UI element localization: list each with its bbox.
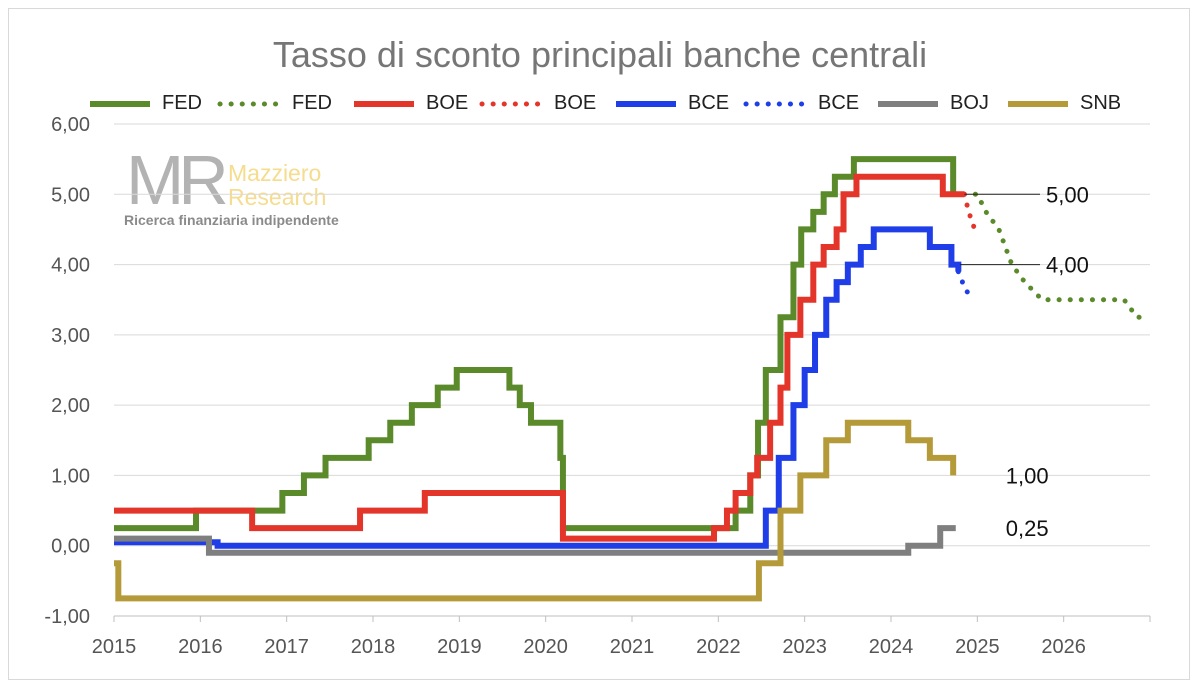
x-tick-label: 2016 <box>178 636 223 658</box>
legend-swatch <box>742 99 810 109</box>
legend-label: BOE <box>426 92 469 114</box>
legend-label: BCE <box>818 92 860 114</box>
legend-label: FED <box>162 92 202 114</box>
legend-label: BCE <box>688 92 730 114</box>
x-tick-label: 2020 <box>523 636 568 658</box>
y-tick-label: 6,00 <box>51 114 90 136</box>
series-fed-dotted <box>950 191 1153 320</box>
series-boe-dotted <box>961 191 978 232</box>
x-tick-label: 2019 <box>437 636 482 658</box>
y-tick-label: 4,00 <box>51 255 90 277</box>
legend-swatch <box>612 99 680 109</box>
x-tick-label: 2017 <box>264 636 309 658</box>
series-boj-solid <box>114 525 956 556</box>
legend-swatch <box>350 99 418 109</box>
y-tick-label: 2,00 <box>51 395 90 417</box>
series-bce-solid <box>114 226 962 549</box>
x-tick-label: 2023 <box>782 636 827 658</box>
legend-swatch <box>874 99 942 109</box>
series-snb-solid <box>114 419 957 602</box>
y-tick-label: 0,00 <box>51 536 90 558</box>
y-tick-label: 1,00 <box>51 465 90 487</box>
legend-label: BOE <box>554 92 597 114</box>
x-tick-label: 2026 <box>1041 636 1086 658</box>
logo-tagline: Ricerca finanziaria indipendente <box>124 212 339 228</box>
legend-swatch <box>1004 99 1072 109</box>
x-tick-label: 2024 <box>869 636 914 658</box>
series-bce-dotted <box>955 269 976 303</box>
logo-mark: MR <box>126 141 232 219</box>
annotation-label: 4,00 <box>1046 253 1089 278</box>
legend-swatch <box>86 99 154 109</box>
logo-letters: MR <box>126 148 226 208</box>
x-tick-label: 2022 <box>696 636 741 658</box>
logo-name-line1: Mazziero <box>228 160 322 186</box>
logo-name-line2: Research <box>228 184 327 210</box>
chart-frame <box>8 8 1190 680</box>
x-tick-label: 2015 <box>92 636 137 658</box>
x-tick-label: 2021 <box>610 636 655 658</box>
x-tick-label: 2025 <box>955 636 1000 658</box>
legend-label: BOJ <box>950 92 989 114</box>
legend-label: FED <box>292 92 332 114</box>
legend-swatch <box>478 99 546 109</box>
chart-title: Tasso di sconto principali banche centra… <box>272 34 928 75</box>
series-fed-solid <box>114 156 957 532</box>
series-boe-solid <box>114 173 965 542</box>
annotation-label: 1,00 <box>1006 463 1049 488</box>
legend-label: SNB <box>1080 92 1122 114</box>
y-tick-label: 3,00 <box>51 325 90 347</box>
x-tick-label: 2018 <box>351 636 396 658</box>
logo-name: Mazziero Research <box>228 161 326 209</box>
annotation-label: 5,00 <box>1046 182 1089 207</box>
y-tick-label: 5,00 <box>51 184 90 206</box>
legend-swatch <box>216 99 284 109</box>
y-tick-label: -1,00 <box>44 606 90 628</box>
annotation-label: 0,25 <box>1006 516 1049 541</box>
